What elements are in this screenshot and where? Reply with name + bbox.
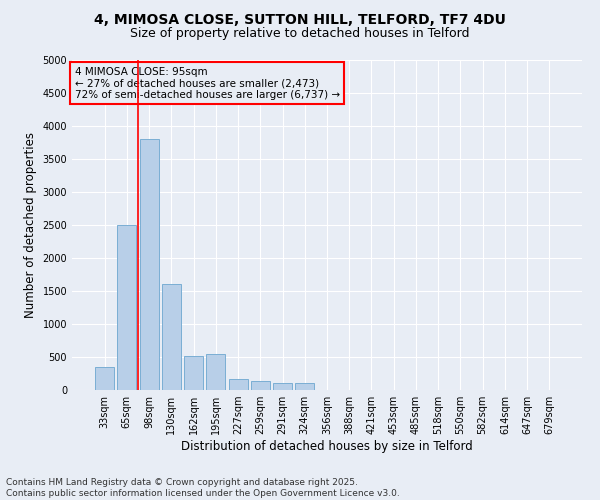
Bar: [184, 356, 203, 390]
Bar: [206, 354, 225, 390]
Text: 4 MIMOSA CLOSE: 95sqm
← 27% of detached houses are smaller (2,473)
72% of semi-d: 4 MIMOSA CLOSE: 95sqm ← 27% of detached …: [74, 66, 340, 100]
Text: 4, MIMOSA CLOSE, SUTTON HILL, TELFORD, TF7 4DU: 4, MIMOSA CLOSE, SUTTON HILL, TELFORD, T…: [94, 12, 506, 26]
Bar: [95, 367, 114, 390]
X-axis label: Distribution of detached houses by size in Telford: Distribution of detached houses by size …: [181, 440, 473, 453]
Text: Size of property relative to detached houses in Telford: Size of property relative to detached ho…: [130, 28, 470, 40]
Bar: [118, 225, 136, 390]
Bar: [251, 382, 270, 390]
Bar: [140, 139, 158, 390]
Text: Contains HM Land Registry data © Crown copyright and database right 2025.
Contai: Contains HM Land Registry data © Crown c…: [6, 478, 400, 498]
Bar: [229, 379, 248, 390]
Bar: [295, 384, 314, 390]
Bar: [273, 383, 292, 390]
Bar: [162, 284, 181, 390]
Y-axis label: Number of detached properties: Number of detached properties: [24, 132, 37, 318]
